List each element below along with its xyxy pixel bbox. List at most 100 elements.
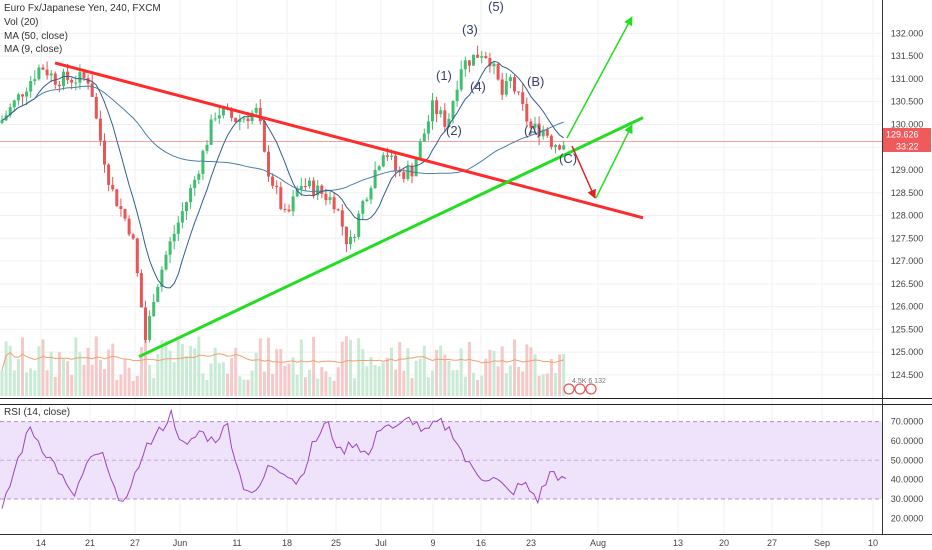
candle-body bbox=[90, 83, 94, 97]
resistance-trendline[interactable] bbox=[54, 61, 644, 220]
volume-legend[interactable]: Vol (20) bbox=[4, 17, 39, 28]
price-tick-label: 125.000 bbox=[891, 347, 924, 357]
candle-body bbox=[246, 118, 250, 122]
volume-bar bbox=[33, 370, 37, 396]
volume-bar bbox=[16, 359, 20, 396]
candle-body bbox=[492, 63, 496, 67]
volume-bar bbox=[373, 365, 377, 396]
wave-label-c: (C) bbox=[559, 151, 577, 166]
candle-body bbox=[517, 91, 521, 93]
candle-body bbox=[53, 73, 57, 85]
volume-bar bbox=[324, 371, 328, 396]
volume-bar bbox=[295, 374, 299, 396]
candle-body bbox=[406, 166, 410, 179]
symbol-title[interactable]: Euro Fx/Japanese Yen, 240, FXCM bbox=[4, 3, 161, 14]
volume-bar bbox=[439, 345, 443, 396]
badge-icon[interactable] bbox=[574, 383, 586, 395]
badge-text: 4.5K 6 132 bbox=[572, 378, 606, 385]
volume-bar bbox=[0, 370, 4, 396]
candle-body bbox=[189, 188, 193, 203]
rsi-legend[interactable]: RSI (14, close) bbox=[4, 407, 71, 418]
volume-bar bbox=[426, 377, 430, 396]
volume-bar bbox=[554, 373, 557, 396]
volume-bar bbox=[62, 358, 65, 396]
candle-body bbox=[115, 189, 119, 207]
badge-icon[interactable] bbox=[585, 383, 597, 395]
volume-bar bbox=[558, 354, 562, 396]
projection-arrow-down[interactable] bbox=[571, 145, 596, 199]
candle-body bbox=[357, 213, 361, 237]
volume-bar bbox=[529, 347, 533, 396]
price-tick-label: 128.500 bbox=[891, 188, 924, 198]
candle-body bbox=[258, 107, 262, 122]
candle-body bbox=[234, 117, 238, 123]
candle-body bbox=[230, 109, 234, 118]
volume-bar bbox=[291, 357, 295, 396]
volume-bar bbox=[189, 345, 193, 396]
wave-label-a: (A) bbox=[524, 123, 541, 138]
candle-body bbox=[295, 189, 299, 197]
volume-bar bbox=[49, 351, 53, 396]
candle-body bbox=[201, 150, 205, 174]
volume-bar bbox=[205, 380, 209, 396]
candle-body bbox=[62, 71, 65, 87]
volume-bar bbox=[107, 349, 111, 396]
rsi-tick-label: 20.0000 bbox=[891, 513, 924, 523]
candle-body bbox=[139, 273, 143, 308]
candle-body bbox=[78, 72, 82, 83]
time-tick-label: Jun bbox=[173, 538, 188, 548]
candle-body bbox=[205, 144, 209, 151]
volume-bar bbox=[562, 353, 566, 396]
candle-body bbox=[390, 155, 393, 157]
volume-bar bbox=[312, 337, 316, 396]
candle-body bbox=[37, 67, 41, 80]
volume-bar bbox=[53, 376, 57, 396]
candle-body bbox=[328, 197, 332, 201]
candle-body bbox=[291, 196, 295, 212]
candle-body bbox=[504, 81, 508, 95]
candle-body bbox=[353, 236, 357, 238]
volume-bar bbox=[209, 363, 213, 396]
volume-bar bbox=[226, 373, 229, 396]
time-tick-label: 9 bbox=[430, 538, 435, 548]
price-tick-label: 131.000 bbox=[891, 74, 924, 84]
volume-bar bbox=[443, 354, 447, 396]
time-tick-label: 27 bbox=[767, 538, 777, 548]
candle-body bbox=[213, 118, 217, 120]
volume-bar bbox=[332, 380, 336, 396]
projection-arrow-up-long[interactable] bbox=[566, 16, 633, 139]
volume-bar bbox=[492, 351, 496, 396]
candle-body bbox=[373, 169, 377, 189]
badge-icon[interactable] bbox=[563, 383, 575, 395]
price-tick-label: 128.000 bbox=[891, 211, 924, 221]
volume-bar bbox=[86, 347, 90, 396]
projection-arrow-up-short[interactable] bbox=[595, 124, 633, 199]
candle-body bbox=[455, 89, 459, 101]
candle-body bbox=[463, 60, 467, 70]
candle-body bbox=[41, 67, 45, 70]
volume-bar bbox=[41, 339, 45, 396]
volume-bar bbox=[250, 370, 254, 396]
wave-label-2: (2) bbox=[446, 123, 462, 138]
volume-bar bbox=[8, 345, 12, 396]
volume-bar bbox=[275, 349, 279, 396]
candle-body bbox=[176, 222, 180, 234]
volume-bar bbox=[385, 357, 389, 396]
candle-body bbox=[29, 81, 33, 92]
volume-bar bbox=[521, 371, 525, 396]
ma9-legend[interactable]: MA (9, close) bbox=[4, 44, 63, 55]
volume-bar bbox=[303, 377, 307, 396]
candle-body bbox=[267, 151, 270, 177]
candle-body bbox=[98, 118, 102, 141]
volume-bar bbox=[549, 359, 553, 396]
candle-body bbox=[472, 54, 475, 66]
ma50-legend[interactable]: MA (50, close) bbox=[4, 31, 68, 42]
time-tick-label: Sep bbox=[814, 538, 830, 548]
volume-bar bbox=[414, 360, 418, 396]
event-badges[interactable]: 4.5K 6 132 bbox=[563, 378, 606, 395]
support-trendline[interactable] bbox=[138, 116, 644, 359]
candle-body bbox=[123, 209, 127, 219]
candle-body bbox=[131, 234, 135, 239]
volume-bar bbox=[496, 366, 500, 396]
